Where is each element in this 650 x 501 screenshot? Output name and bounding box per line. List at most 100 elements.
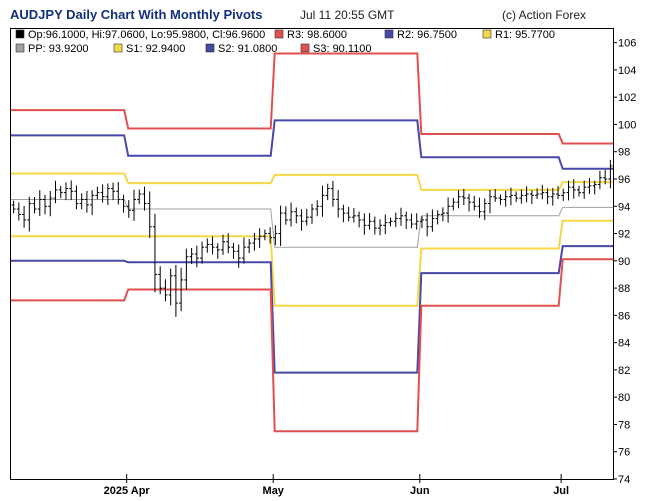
- price-bar: [545, 188, 550, 205]
- price-bar: [283, 206, 288, 225]
- price-bar: [95, 186, 100, 200]
- legend-swatch: [205, 43, 215, 53]
- price-bar: [587, 178, 592, 195]
- price-bar: [367, 212, 372, 230]
- legend-item: R3: 98.6000: [274, 29, 347, 41]
- y-tick-label: 106: [618, 38, 636, 50]
- legend-label: S1: 92.9400: [126, 43, 185, 55]
- price-bar: [152, 213, 157, 293]
- price-bar: [346, 206, 351, 222]
- price-bar: [137, 189, 142, 204]
- y-tick-label: 96: [618, 174, 630, 186]
- price-bar: [69, 180, 74, 201]
- price-bar: [27, 196, 32, 232]
- pivot-line-s2: [11, 245, 613, 374]
- price-bar: [571, 179, 576, 199]
- legend: Op:96.1000, Hi:97.0600, Lo:95.9800, Cl:9…: [11, 29, 555, 60]
- price-bar: [294, 207, 299, 224]
- price-bar: [461, 188, 466, 206]
- price-bar: [440, 207, 445, 222]
- y-tick-label: 98: [618, 147, 630, 159]
- y-tick-label: 104: [618, 65, 636, 77]
- price-bar: [43, 194, 48, 215]
- price-bar: [472, 195, 477, 211]
- price-bar: [111, 182, 116, 201]
- price-bar: [362, 213, 367, 235]
- plot-area: [10, 28, 614, 480]
- price-bar: [425, 213, 430, 237]
- price-bar: [278, 205, 283, 246]
- price-bar: [467, 193, 472, 212]
- price-bar: [540, 184, 545, 200]
- price-bar: [116, 182, 121, 205]
- price-bar: [592, 180, 597, 195]
- pivot-line-pp: [11, 199, 613, 248]
- price-bar: [200, 241, 205, 264]
- price-bar: [100, 184, 105, 203]
- legend-label: Op:96.1000, Hi:97.0600, Lo:95.9800, Cl:9…: [28, 29, 265, 41]
- price-bar: [22, 205, 27, 228]
- price-bar: [53, 180, 58, 204]
- x-tick-label: 2025 Apr: [104, 485, 151, 497]
- price-bar: [241, 237, 246, 264]
- legend-swatch: [15, 43, 25, 53]
- price-bar: [121, 194, 126, 213]
- pivot-line-r3: [11, 52, 613, 145]
- y-tick-label: 76: [618, 447, 630, 459]
- y-tick-label: 82: [618, 365, 630, 377]
- legend-item: S1: 92.9400: [113, 43, 185, 55]
- legend-swatch: [274, 29, 284, 39]
- price-bar: [142, 186, 147, 211]
- price-bar: [508, 187, 513, 206]
- price-bar: [524, 186, 529, 203]
- chart-title: AUDJPY Daily Chart With Monthly Pivots: [10, 7, 263, 22]
- x-tick-label: May: [263, 485, 285, 497]
- legend-item: PP: 93.9200: [15, 43, 89, 55]
- price-bar: [173, 264, 178, 317]
- legend-label: PP: 93.9200: [28, 43, 89, 55]
- price-bar: [11, 200, 16, 214]
- price-bar: [158, 266, 163, 295]
- price-bar: [556, 186, 561, 200]
- price-bar: [451, 197, 456, 211]
- price-bar: [105, 183, 110, 206]
- price-bar: [79, 193, 84, 210]
- price-bar: [398, 207, 403, 226]
- price-bar: [603, 169, 608, 185]
- price-bar: [535, 188, 540, 200]
- price-bar: [179, 267, 184, 312]
- pivot-line-s1: [11, 219, 613, 307]
- price-bar: [236, 244, 241, 268]
- price-bar: [341, 204, 346, 223]
- price-bar: [32, 197, 37, 214]
- price-bar: [257, 228, 262, 248]
- price-bar: [372, 216, 377, 235]
- price-bar: [315, 200, 320, 217]
- price-bar: [205, 238, 210, 253]
- price-bar: [414, 213, 419, 230]
- price-bar: [393, 212, 398, 227]
- price-bar: [419, 216, 424, 229]
- y-tick-label: 100: [618, 119, 636, 131]
- pivot-line-r2: [11, 119, 613, 170]
- pivot-line-s3: [11, 258, 613, 433]
- price-bar: [493, 188, 498, 202]
- price-bars: [11, 159, 613, 317]
- price-bar: [289, 202, 294, 227]
- price-bar: [320, 185, 325, 217]
- legend-swatch: [384, 29, 394, 39]
- price-bar: [487, 189, 492, 214]
- price-bar: [226, 233, 231, 254]
- x-tick-label: Jul: [553, 485, 569, 497]
- legend-item: Op:96.1000, Hi:97.0600, Lo:95.9800, Cl:9…: [15, 29, 265, 41]
- price-bar: [357, 211, 362, 228]
- price-bar: [84, 190, 89, 213]
- legend-item: S3: 90.1100: [300, 43, 372, 55]
- y-tick-label: 78: [618, 419, 630, 431]
- legend-swatch: [15, 29, 25, 39]
- price-bar: [529, 190, 534, 204]
- price-bar: [409, 213, 414, 229]
- legend-item: R1: 95.7700: [482, 29, 555, 41]
- price-bar: [430, 209, 435, 232]
